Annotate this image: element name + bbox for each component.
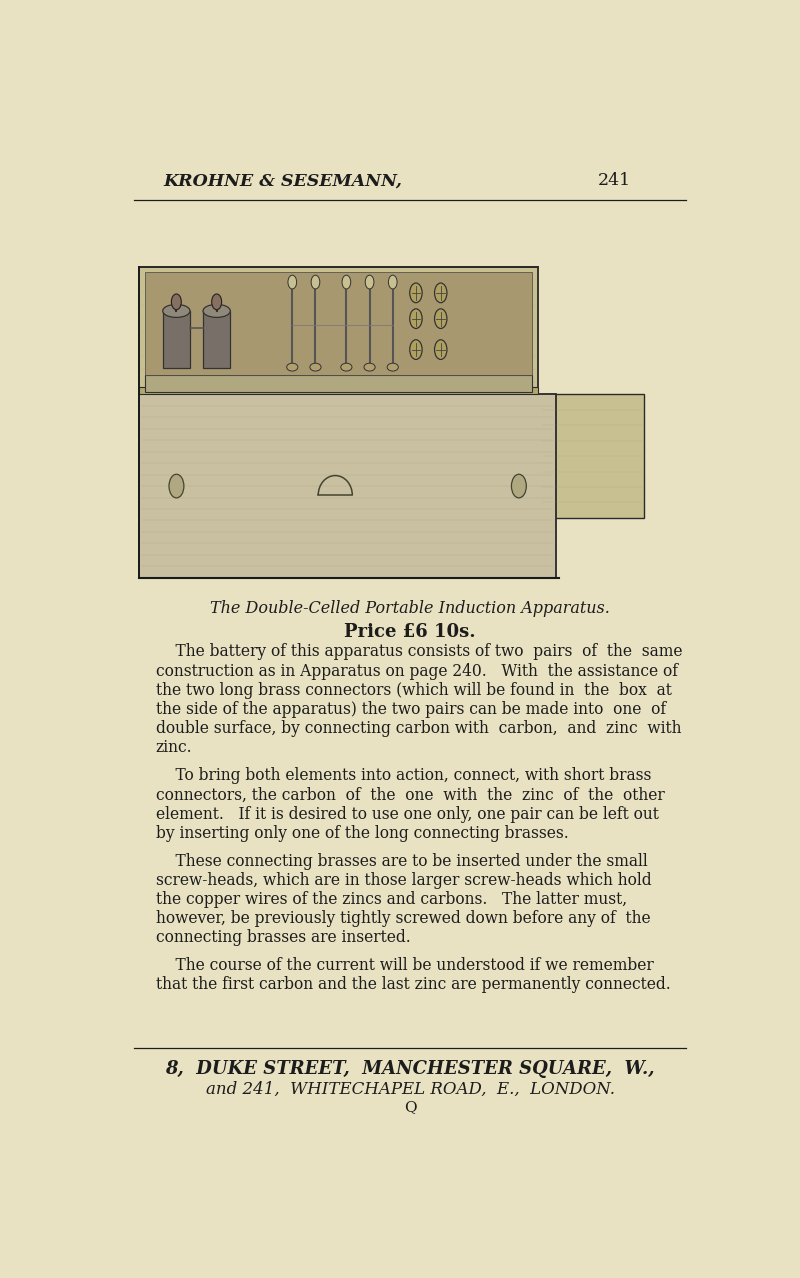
- Text: double surface, by connecting carbon with  carbon,  and  zinc  with: double surface, by connecting carbon wit…: [156, 721, 682, 737]
- Text: Price £6 10s.: Price £6 10s.: [344, 622, 476, 640]
- Circle shape: [342, 275, 350, 289]
- Ellipse shape: [286, 363, 298, 371]
- Text: zinc.: zinc.: [156, 740, 193, 757]
- Text: The course of the current will be understood if we remember: The course of the current will be unders…: [156, 957, 654, 974]
- Text: The Double-Celled Portable Induction Apparatus.: The Double-Celled Portable Induction App…: [210, 601, 610, 617]
- Bar: [146, 376, 532, 391]
- Bar: [146, 272, 532, 376]
- Ellipse shape: [162, 304, 190, 317]
- Ellipse shape: [387, 363, 398, 371]
- Circle shape: [311, 275, 320, 289]
- Text: KROHNE & SESEMANN,: KROHNE & SESEMANN,: [163, 173, 402, 189]
- Text: 8,  DUKE STREET,  MANCHESTER SQUARE,  W.,: 8, DUKE STREET, MANCHESTER SQUARE, W.,: [166, 1059, 654, 1077]
- Text: Q: Q: [404, 1100, 416, 1114]
- Circle shape: [171, 294, 182, 309]
- Circle shape: [288, 275, 297, 289]
- Ellipse shape: [203, 304, 230, 317]
- Ellipse shape: [364, 363, 375, 371]
- Circle shape: [366, 275, 374, 289]
- Text: that the first carbon and the last zinc are permanently connected.: that the first carbon and the last zinc …: [156, 976, 670, 993]
- Text: These connecting brasses are to be inserted under the small: These connecting brasses are to be inser…: [156, 852, 647, 869]
- Text: 241: 241: [598, 173, 631, 189]
- Text: element.   If it is desired to use one only, one pair can be left out: element. If it is desired to use one onl…: [156, 805, 658, 823]
- Text: the two long brass connectors (which will be found in  the  box  at: the two long brass connectors (which wil…: [156, 681, 672, 699]
- Circle shape: [434, 340, 447, 359]
- Text: construction as in Apparatus on page 240.   With  the assistance of: construction as in Apparatus on page 240…: [156, 662, 678, 680]
- Bar: [139, 395, 556, 578]
- Text: connecting brasses are inserted.: connecting brasses are inserted.: [156, 929, 410, 946]
- Text: connectors, the carbon  of  the  one  with  the  zinc  of  the  other: connectors, the carbon of the one with t…: [156, 786, 665, 804]
- Ellipse shape: [341, 363, 352, 371]
- Circle shape: [212, 294, 222, 309]
- Bar: [139, 386, 538, 395]
- Bar: [139, 267, 538, 395]
- Text: the copper wires of the zincs and carbons.   The latter must,: the copper wires of the zincs and carbon…: [156, 891, 627, 907]
- Circle shape: [389, 275, 397, 289]
- Circle shape: [410, 340, 422, 359]
- Circle shape: [410, 282, 422, 303]
- Circle shape: [434, 282, 447, 303]
- Circle shape: [511, 474, 526, 498]
- Bar: [541, 395, 643, 518]
- Text: the side of the apparatus) the two pairs can be made into  one  of: the side of the apparatus) the two pairs…: [156, 702, 666, 718]
- Bar: [162, 311, 190, 368]
- Circle shape: [434, 309, 447, 328]
- Bar: [203, 311, 230, 368]
- Text: screw-heads, which are in those larger screw-heads which hold: screw-heads, which are in those larger s…: [156, 872, 651, 888]
- Text: and 241,  WHITECHAPEL ROAD,  E.,  LONDON.: and 241, WHITECHAPEL ROAD, E., LONDON.: [206, 1080, 614, 1098]
- Circle shape: [410, 309, 422, 328]
- Text: however, be previously tightly screwed down before any of  the: however, be previously tightly screwed d…: [156, 910, 650, 927]
- Text: by inserting only one of the long connecting brasses.: by inserting only one of the long connec…: [156, 824, 569, 842]
- Text: To bring both elements into action, connect, with short brass: To bring both elements into action, conn…: [156, 767, 651, 785]
- Ellipse shape: [310, 363, 321, 371]
- Circle shape: [169, 474, 184, 498]
- Text: The battery of this apparatus consists of two  pairs  of  the  same: The battery of this apparatus consists o…: [156, 643, 682, 661]
